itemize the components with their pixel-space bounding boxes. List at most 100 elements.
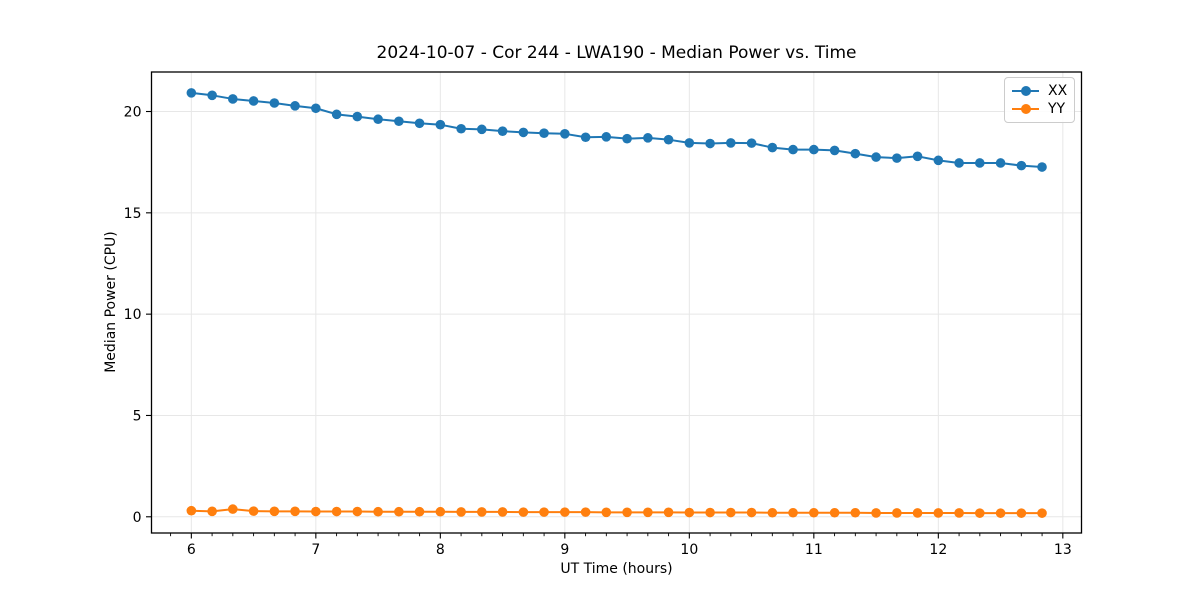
y-tick-label: 10	[124, 307, 142, 323]
series-yy-marker	[228, 504, 238, 514]
legend-marker-icon	[1020, 86, 1031, 96]
series-xx-marker	[207, 90, 217, 101]
series-yy-marker	[186, 505, 197, 516]
series-yy-marker	[352, 506, 363, 517]
series-yy-marker	[207, 506, 217, 517]
series-yy-marker	[560, 507, 570, 517]
series-xx-marker	[663, 134, 674, 145]
series-yy-marker	[248, 506, 259, 516]
series-yy-marker	[746, 507, 757, 518]
y-axis-label: Median Power (CPU)	[103, 231, 119, 373]
x-tick-label: 13	[1054, 542, 1072, 558]
series-yy-marker	[1037, 508, 1047, 518]
series-xx-marker	[228, 94, 238, 104]
series-xx-marker	[580, 132, 591, 143]
legend-marker-icon	[1020, 104, 1031, 114]
series-xx-marker	[746, 138, 757, 148]
x-tick-label: 8	[436, 542, 445, 558]
x-tick-label: 10	[680, 542, 698, 558]
series-xx-marker	[725, 138, 736, 148]
series-xx-marker	[622, 133, 632, 144]
chart-title: 2024-10-07 - Cor 244 - LWA190 - Median P…	[376, 43, 857, 63]
series-yy-marker	[829, 507, 840, 518]
series-xx-marker	[829, 145, 840, 156]
series-yy-marker	[767, 507, 778, 518]
x-axis-label: UT Time (hours)	[560, 561, 673, 577]
series-xx-marker	[850, 148, 861, 159]
series-xx-marker	[373, 114, 383, 125]
series-yy-marker	[497, 507, 508, 517]
x-tick-label: 12	[929, 542, 947, 558]
series-xx-marker	[912, 151, 923, 162]
legend-label-yy: YY	[1048, 101, 1066, 117]
series-xx-marker	[290, 101, 300, 111]
series-xx-marker	[788, 144, 798, 155]
series-xx-marker	[974, 158, 985, 168]
series-yy-marker	[663, 507, 674, 518]
x-tick-label: 9	[560, 542, 569, 558]
series-xx-marker	[394, 116, 404, 127]
series-yy-marker	[373, 506, 383, 517]
series-xx-marker	[497, 126, 508, 136]
series-yy-marker	[1016, 508, 1027, 518]
series-xx-marker	[248, 96, 259, 106]
legend-swatch-xx	[1012, 85, 1039, 97]
series-yy-marker	[705, 507, 715, 518]
series-xx-marker	[601, 132, 612, 142]
x-tick-label: 7	[311, 542, 320, 558]
series-yy-marker	[974, 508, 985, 518]
series-yy-marker	[871, 508, 881, 518]
series-xx-marker	[809, 144, 819, 155]
series-yy-marker	[912, 508, 923, 518]
series-yy-marker	[290, 506, 300, 517]
series-xx-marker	[995, 158, 1006, 168]
series-yy-marker	[892, 508, 902, 518]
series-yy-marker	[809, 507, 819, 518]
series-xx-marker	[705, 138, 715, 149]
series-yy-marker	[394, 506, 404, 517]
series-xx-marker	[871, 152, 881, 162]
series-xx-marker	[933, 155, 944, 166]
series-xx-marker	[269, 98, 280, 108]
y-tick-label: 5	[133, 408, 142, 424]
series-xx-marker	[684, 138, 695, 148]
series-xx-marker	[456, 123, 466, 134]
y-tick-label: 0	[133, 510, 142, 526]
series-xx-marker	[892, 153, 902, 163]
series-yy-marker	[725, 507, 736, 518]
series-yy-marker	[788, 507, 798, 518]
x-tick-label: 11	[805, 542, 823, 558]
x-tick-label: 6	[187, 542, 196, 558]
series-yy-marker	[331, 506, 342, 517]
legend: XX YY	[1004, 77, 1075, 123]
series-yy-marker	[622, 507, 632, 518]
series-yy-marker	[933, 508, 944, 518]
series-yy-marker	[601, 507, 612, 518]
series-xx-marker	[560, 129, 570, 139]
series-yy-marker	[476, 507, 487, 517]
series-xx-marker	[331, 109, 342, 120]
series-xx-marker	[1016, 160, 1027, 171]
y-tick-label: 20	[124, 105, 142, 121]
series-xx-marker	[352, 111, 363, 122]
series-xx-marker	[643, 133, 653, 143]
legend-label-xx: XX	[1048, 83, 1068, 99]
legend-item-xx: XX	[1012, 82, 1068, 100]
series-xx-marker	[539, 128, 549, 138]
series-xx-marker	[518, 127, 529, 138]
legend-swatch-yy	[1012, 103, 1039, 115]
y-tick-label: 15	[124, 206, 142, 222]
series-xx-marker	[435, 119, 446, 130]
series-yy-marker	[435, 506, 446, 517]
series-yy-marker	[456, 507, 466, 517]
series-xx-marker	[1037, 162, 1047, 172]
series-yy-marker	[539, 507, 549, 517]
series-xx-marker	[414, 118, 425, 129]
series-yy-marker	[850, 507, 861, 518]
series-xx-marker	[954, 158, 964, 168]
series-yy-marker	[518, 507, 529, 517]
series-yy-marker	[684, 507, 695, 518]
series-xx-marker	[311, 103, 321, 114]
